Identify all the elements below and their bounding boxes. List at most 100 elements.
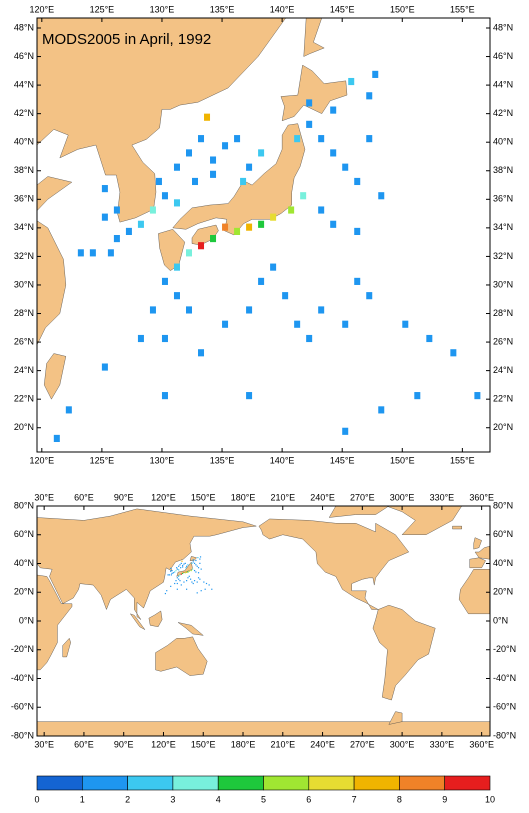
- lon-label: 180°E: [231, 739, 256, 749]
- colorbar-label: 8: [397, 794, 402, 804]
- obs-cell: [246, 392, 253, 400]
- obs-cell: [65, 406, 72, 414]
- lat-label: 38°N: [493, 165, 513, 175]
- lat-label: 40°N: [493, 137, 513, 147]
- obs-cell: [184, 562, 186, 564]
- lon-label: 360°E: [469, 739, 494, 749]
- obs-cell: [161, 277, 168, 285]
- obs-cell: [101, 185, 108, 193]
- obs-cell: [176, 567, 178, 569]
- obs-cell: [330, 149, 337, 157]
- obs-cell: [183, 563, 185, 565]
- obs-cell: [186, 580, 188, 582]
- colorbar-label: 0: [34, 794, 39, 804]
- lon-label: 330°E: [430, 739, 455, 749]
- lon-label: 140°E: [270, 455, 295, 465]
- lat-label: 48°N: [493, 22, 513, 32]
- obs-cell: [195, 571, 197, 573]
- obs-cell: [191, 581, 193, 583]
- lon-label: 30°E: [34, 739, 54, 749]
- lat-label: 60°N: [14, 529, 34, 539]
- lat-label: -40°N: [493, 673, 516, 683]
- obs-cell: [178, 578, 180, 580]
- obs-cell: [192, 582, 194, 585]
- obs-cell: [183, 571, 185, 573]
- lat-label: 42°N: [493, 108, 513, 118]
- lat-label: 24°N: [14, 365, 34, 375]
- lat-label: 36°N: [493, 194, 513, 204]
- obs-cell: [175, 580, 177, 582]
- obs-cell: [167, 574, 169, 576]
- lat-label: 80°N: [14, 500, 34, 510]
- obs-cell: [155, 177, 162, 186]
- obs-cell: [176, 577, 178, 579]
- colorbar-label: 6: [306, 794, 311, 804]
- lon-label: 150°E: [191, 739, 216, 749]
- lat-label: 60°N: [493, 529, 513, 539]
- obs-cell: [200, 568, 202, 570]
- lat-label: 34°N: [493, 222, 513, 232]
- lon-label: 125°E: [90, 455, 115, 465]
- obs-cell: [125, 227, 132, 235]
- obs-cell: [173, 199, 180, 207]
- obs-cell: [205, 582, 208, 585]
- land: [37, 508, 257, 620]
- obs-cell: [195, 559, 197, 562]
- obs-cell: [178, 565, 180, 567]
- obs-cell: [186, 565, 188, 567]
- obs-cell: [246, 306, 253, 314]
- obs-cell: [101, 363, 108, 371]
- obs-cell: [234, 135, 241, 143]
- obs-cell: [198, 135, 205, 143]
- obs-cell: [197, 557, 199, 559]
- lon-label: 120°E: [29, 455, 54, 465]
- lon-label: 130°E: [150, 4, 175, 14]
- land: [37, 574, 73, 671]
- lat-label: -60°N: [11, 702, 34, 712]
- lat-label: 20°N: [14, 587, 34, 597]
- obs-cell: [204, 588, 206, 590]
- obs-cell: [182, 564, 184, 567]
- land: [388, 711, 403, 725]
- obs-cell: [199, 556, 202, 558]
- obs-cell: [183, 581, 185, 583]
- obs-cell: [342, 320, 349, 328]
- lon-label: 300°E: [390, 492, 415, 502]
- obs-cell: [181, 560, 183, 562]
- colorbar-segment: [444, 775, 491, 791]
- obs-cell: [164, 592, 166, 595]
- lon-label: 210°E: [270, 739, 295, 749]
- land: [328, 506, 390, 518]
- obs-cell: [342, 427, 349, 435]
- lon-label: 135°E: [210, 455, 235, 465]
- obs-cell: [318, 135, 325, 143]
- map-area: [37, 18, 481, 443]
- land: [469, 557, 486, 569]
- obs-cell: [197, 572, 200, 574]
- obs-cell: [270, 213, 277, 221]
- obs-cell: [330, 220, 337, 228]
- lat-label: 28°N: [14, 308, 34, 318]
- obs-cell: [171, 569, 173, 572]
- colorbar-label: 3: [170, 794, 175, 804]
- obs-cell: [149, 306, 156, 314]
- obs-cell: [199, 578, 201, 580]
- obs-cell: [170, 574, 172, 576]
- obs-cell: [199, 562, 201, 564]
- lat-label: 32°N: [14, 251, 34, 261]
- obs-cell: [196, 581, 198, 583]
- obs-cell: [113, 206, 120, 214]
- colorbar-label: 9: [442, 794, 447, 804]
- obs-cell: [174, 571, 176, 573]
- land: [452, 525, 462, 530]
- land: [189, 556, 197, 561]
- colorbar-label: 2: [125, 794, 130, 804]
- obs-cell: [193, 580, 196, 582]
- colorbar-segment: [399, 775, 445, 791]
- obs-cell: [203, 581, 205, 583]
- lat-label: 38°N: [14, 165, 34, 175]
- lat-label: 46°N: [14, 51, 34, 61]
- obs-cell: [186, 571, 188, 573]
- lat-label: 0°N: [19, 615, 34, 625]
- land: [458, 569, 490, 615]
